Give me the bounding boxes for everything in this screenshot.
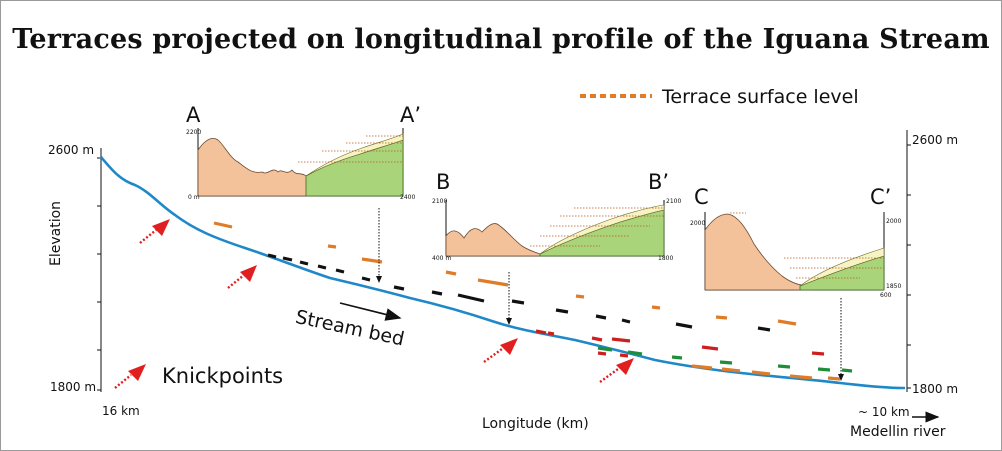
y-bottom-left-label: 1800 m — [50, 380, 97, 394]
terrace-red-segments — [535, 329, 825, 358]
terrace-green-segments — [597, 346, 853, 373]
section-c-right-top-tick: 2000 — [886, 218, 901, 225]
section-a-left-label: A — [186, 103, 201, 127]
section-a-bottom-tick: 0 m — [188, 194, 200, 201]
knickpoint-arrows — [114, 219, 634, 389]
section-a-right-label: A’ — [400, 103, 422, 127]
knickpoint-arrow-2 — [227, 265, 257, 289]
knickpoint-arrow-3 — [483, 338, 518, 363]
figure-title: Terraces projected on longitudinal profi… — [12, 24, 990, 55]
knickpoint-arrow-4 — [599, 358, 634, 383]
right-axis — [906, 130, 911, 392]
legend-terrace-label: Terrace surface level — [662, 86, 859, 108]
section-b-bottom-tick: 400 m — [432, 255, 451, 262]
cross-section-a: 2200 0 m 2400 — [186, 128, 415, 201]
terrace-black-segments — [267, 253, 771, 332]
stream-bed-arrow — [339, 302, 402, 321]
x-start-label: 16 km — [102, 404, 140, 418]
section-b-right-top-tick: 2100 — [666, 198, 681, 205]
x-end-label: ~ 10 km — [858, 405, 910, 419]
knickpoints-label: Knickpoints — [162, 364, 284, 388]
knickpoint-legend-arrow — [114, 364, 146, 389]
cross-section-c: 2000 2000 1850 600 — [690, 212, 901, 299]
knickpoint-arrow-1 — [139, 219, 170, 244]
section-c-top-tick: 2000 — [690, 220, 705, 227]
section-projection-lines — [376, 208, 844, 381]
section-a-right-tick: 2400 — [400, 194, 415, 201]
section-b-top-tick: 2100 — [432, 198, 447, 205]
cross-section-b: 2100 400 m 2100 1800 — [432, 198, 681, 262]
section-b-right-label: B’ — [648, 170, 670, 194]
left-axis — [97, 148, 102, 392]
section-b-right-bottom-tick: 1800 — [658, 255, 673, 262]
y-top-left-label: 2600 m — [48, 143, 95, 157]
terrace-orange-segments — [213, 221, 841, 381]
y-top-right-label: 2600 m — [912, 133, 959, 147]
section-c-right-label: C’ — [870, 185, 892, 209]
section-c-right-bottom-tick: 1850 — [886, 283, 901, 290]
stream-profile-line — [100, 156, 906, 390]
x-axis-label: Longitude (km) — [482, 416, 589, 432]
section-b-left-label: B — [436, 170, 451, 194]
river-label: Medellin river — [850, 424, 946, 440]
section-c-left-label: C — [694, 185, 709, 209]
y-bottom-right-label: 1800 m — [912, 382, 959, 396]
section-c-bottom-tick: 600 — [880, 292, 892, 299]
section-a-top-tick: 2200 — [186, 129, 201, 136]
